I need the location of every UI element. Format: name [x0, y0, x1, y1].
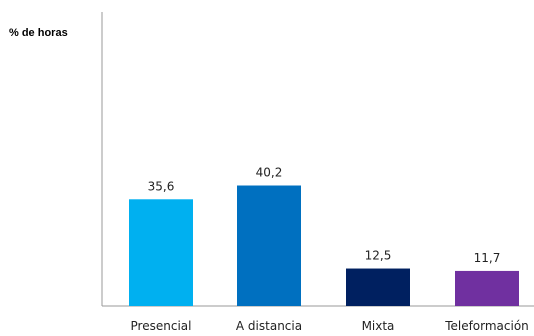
- data-label-2: 40,2: [256, 166, 283, 180]
- data-label-3: 12,5: [365, 249, 392, 263]
- x-tick-label-2: A distancia: [236, 319, 302, 333]
- data-label-4: 11,7: [474, 251, 501, 265]
- bar-3: [346, 268, 410, 306]
- bar-4: [455, 270, 519, 306]
- y-axis-label: % de horas: [9, 27, 68, 39]
- bar-2: [237, 185, 301, 306]
- x-tick-label-3: Mixta: [362, 319, 395, 333]
- data-label-1: 35,6: [148, 179, 175, 193]
- bar-1: [129, 199, 193, 306]
- x-tick-label-4: Teleformación: [444, 319, 529, 333]
- x-tick-label-1: Presencial: [131, 319, 192, 333]
- bars-group: 35,6 Presencial 40,2 A distancia 12,5 Mixta 11…: [129, 166, 529, 333]
